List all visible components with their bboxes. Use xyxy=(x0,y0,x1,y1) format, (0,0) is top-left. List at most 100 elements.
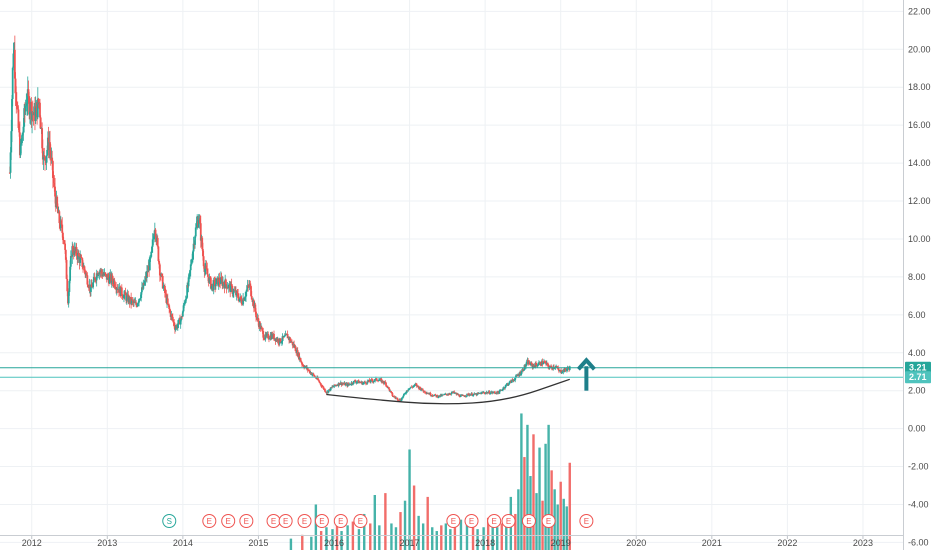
candle-body xyxy=(189,270,191,274)
candle-body xyxy=(409,387,412,389)
y-tick-label: 0.00 xyxy=(908,424,926,434)
y-tick-label: 4.00 xyxy=(908,348,926,358)
candle-body xyxy=(92,276,95,283)
candle-body xyxy=(188,273,191,278)
earnings-badge[interactable] xyxy=(541,514,556,528)
candle-body xyxy=(17,109,20,128)
candle-body xyxy=(94,277,97,281)
candle-body xyxy=(374,379,377,381)
candle-body xyxy=(174,328,177,330)
candle-body xyxy=(261,328,264,332)
earnings-badge[interactable] xyxy=(239,514,254,528)
candle-body xyxy=(280,342,283,344)
candle-body xyxy=(442,394,445,396)
candle-body xyxy=(227,284,230,288)
candle-body xyxy=(215,279,218,284)
x-tick-label: 2019 xyxy=(551,538,571,548)
candle-body xyxy=(370,379,372,382)
candle-body xyxy=(520,371,523,374)
candle-body xyxy=(85,273,88,276)
volume-bar xyxy=(431,527,434,550)
earnings-badge[interactable] xyxy=(297,514,312,528)
badge-letter: E xyxy=(358,517,363,526)
earnings-badge[interactable] xyxy=(446,514,461,528)
candle-body xyxy=(504,384,507,387)
earnings-badge[interactable] xyxy=(579,514,594,528)
earnings-badge[interactable] xyxy=(278,514,293,528)
earnings-badge[interactable] xyxy=(202,514,217,528)
candle-body xyxy=(565,368,568,371)
candle-body xyxy=(560,370,563,373)
candle-body xyxy=(246,285,249,290)
x-tick-label: 2020 xyxy=(626,538,646,548)
candle-body xyxy=(352,381,355,384)
split-badge[interactable] xyxy=(162,514,177,528)
volume-bar xyxy=(444,523,448,550)
earnings-badge[interactable] xyxy=(221,514,236,528)
candle-body xyxy=(406,390,409,392)
candle-body xyxy=(11,98,13,132)
candle-body xyxy=(116,288,119,290)
candle-body xyxy=(344,383,347,386)
volume-bar xyxy=(544,443,547,550)
earnings-badge[interactable] xyxy=(487,514,502,528)
candle-body xyxy=(252,300,255,309)
earnings-badge[interactable] xyxy=(314,514,329,528)
candle-body xyxy=(63,240,66,244)
candle-body xyxy=(408,389,410,391)
candle-body xyxy=(532,365,535,367)
candle-body xyxy=(123,294,125,299)
earnings-badge[interactable] xyxy=(521,514,536,528)
badge-letter: E xyxy=(271,517,276,526)
candle-body xyxy=(184,299,187,303)
candle-body xyxy=(151,239,154,247)
candle-body xyxy=(57,206,59,214)
y-tick-label: 16.00 xyxy=(908,120,931,130)
candle-body xyxy=(299,357,302,362)
candle-body xyxy=(230,284,232,292)
candle-body xyxy=(257,317,260,322)
candle-body xyxy=(375,378,378,381)
candle-body xyxy=(263,339,266,341)
candle-body xyxy=(138,299,140,303)
candle-body xyxy=(210,286,213,289)
candle-body xyxy=(73,247,76,255)
volume-bars xyxy=(289,413,571,550)
candle-body xyxy=(202,249,204,257)
candle-body xyxy=(95,280,97,282)
earnings-badge[interactable] xyxy=(464,514,479,528)
candle-body xyxy=(72,246,74,253)
candle-body xyxy=(207,274,209,277)
volume-bar xyxy=(301,534,304,550)
candle-body xyxy=(423,390,426,393)
earnings-badge[interactable] xyxy=(501,514,516,528)
candle-body xyxy=(97,273,100,277)
candle-body xyxy=(492,392,494,394)
price-series xyxy=(8,35,571,402)
candle-body xyxy=(31,112,33,121)
candle-body xyxy=(458,394,461,397)
candle-body xyxy=(49,149,52,158)
candle-body xyxy=(420,389,423,391)
earnings-badge[interactable] xyxy=(353,514,368,528)
x-tick-label: 2012 xyxy=(22,538,42,548)
candle-body xyxy=(143,280,146,285)
volume-bar xyxy=(403,500,407,550)
candle-body xyxy=(280,341,283,343)
candle-body xyxy=(462,395,465,396)
candle-body xyxy=(199,223,202,241)
candle-body xyxy=(26,103,28,105)
candle-body xyxy=(245,291,247,297)
candle-body xyxy=(182,305,185,312)
volume-bar xyxy=(500,523,503,550)
candle-body xyxy=(169,311,172,317)
y-tick-label: 2.00 xyxy=(908,386,926,396)
volume-bar xyxy=(538,447,541,550)
candle-body xyxy=(171,314,173,317)
earnings-badge[interactable] xyxy=(333,514,348,528)
candle-body xyxy=(306,367,309,371)
candle-body xyxy=(404,393,407,395)
candle-body xyxy=(20,143,23,145)
